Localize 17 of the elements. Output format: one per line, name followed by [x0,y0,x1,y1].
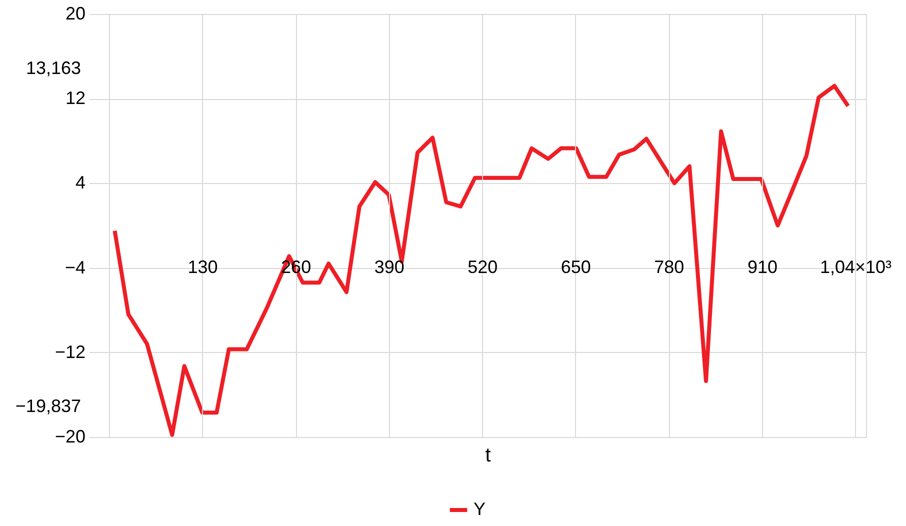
x-tick-label: 650 [560,257,591,277]
x-tick-label: 910 [747,257,778,277]
y-tick-label: 20 [65,4,86,24]
x-tick-label: 390 [374,257,404,277]
x-tick-label: 780 [654,257,684,277]
y-tick-label: −12 [54,342,86,362]
y-tick-label: −4 [64,257,86,278]
text: 13,163 [26,58,81,78]
x-axis-title: t [485,444,492,466]
y-tick-label: 4 [75,172,86,193]
legend-label: Y [474,499,486,519]
text: −19,837 [15,396,81,416]
x-tick-label: 1,04×10³ [820,257,892,277]
x-tick-label: 130 [188,257,218,277]
y-tick-label: 12 [65,88,86,108]
y-tick-label: −20 [54,426,86,446]
x-tick-label: 520 [468,257,498,277]
